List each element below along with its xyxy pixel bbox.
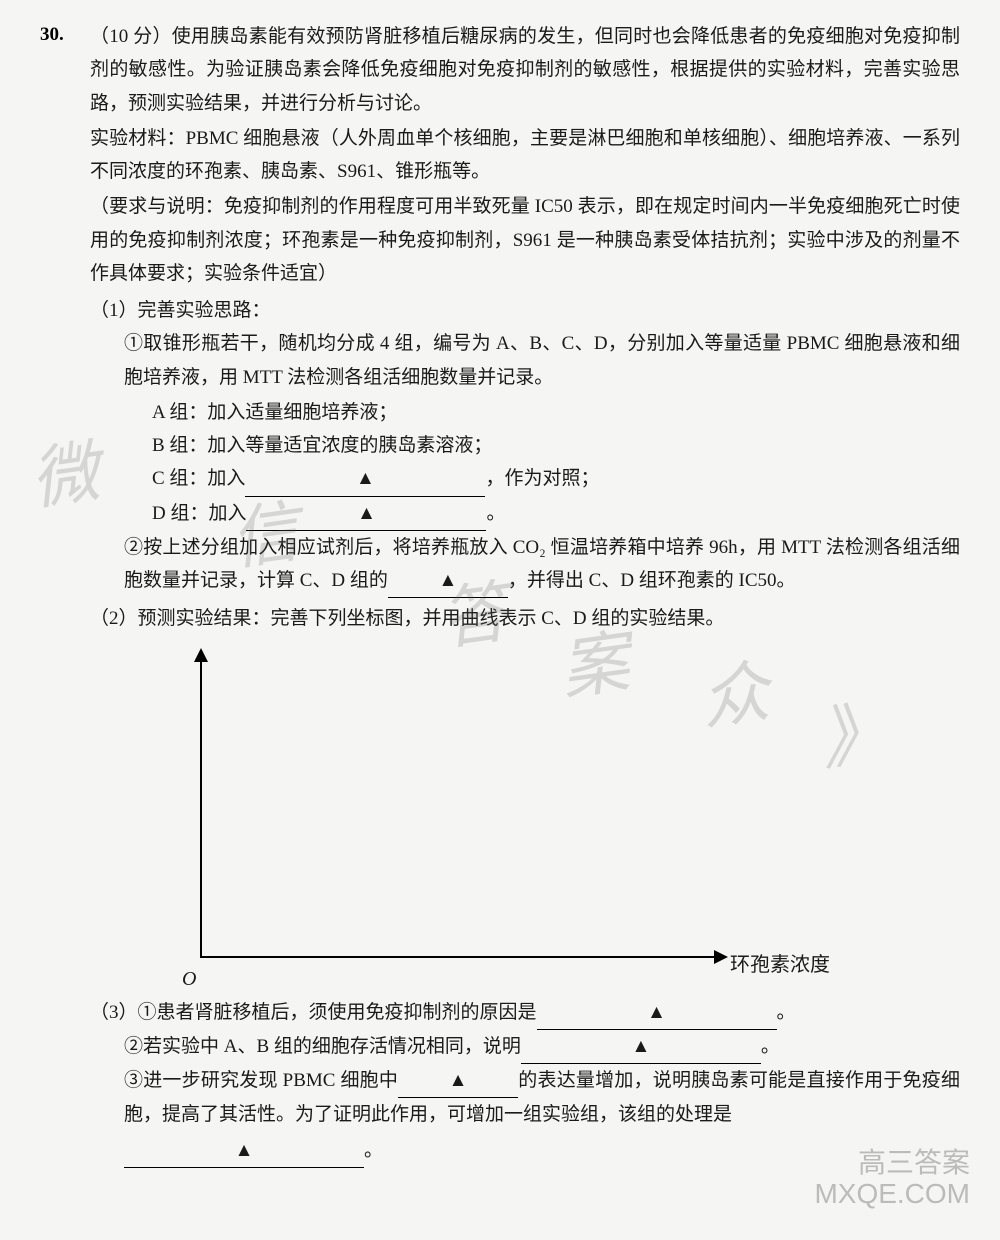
group-c-pre: C 组：加入 <box>152 468 245 489</box>
q3b-post: 。 <box>761 1036 780 1057</box>
blank-3c2[interactable]: ▲ <box>124 1134 364 1168</box>
requirements-text: （要求与说明：免疫抑制剂的作用程度可用半致死量 IC50 表示，即在规定时间内一… <box>90 190 960 290</box>
triangle-icon: ▲ <box>357 503 376 524</box>
q3c-pre: ③进一步研究发现 PBMC 细胞中 <box>124 1070 398 1091</box>
blank-c[interactable]: ▲ <box>245 462 485 496</box>
triangle-icon: ▲ <box>356 468 375 489</box>
blank-3c1[interactable]: ▲ <box>398 1064 518 1098</box>
blank-3b[interactable]: ▲ <box>521 1030 761 1064</box>
y-axis-arrow-icon <box>194 648 208 662</box>
bottom-wm-line: 高三答案 <box>814 1148 970 1179</box>
part-1-label: （1）完善实验思路： <box>90 294 960 327</box>
q3c-post: 。 <box>364 1140 383 1161</box>
q3a-pre: （3）①患者肾脏移植后，须使用免疫抑制剂的原因是 <box>90 1002 537 1023</box>
x-axis-arrow-icon <box>714 950 728 964</box>
group-c-post: ，作为对照； <box>485 468 599 489</box>
triangle-icon: ▲ <box>439 570 458 591</box>
points-label: （10 分） <box>90 26 172 47</box>
step2-post: ，并得出 C、D 组环孢素的 IC50。 <box>508 570 796 591</box>
triangle-icon: ▲ <box>647 1002 666 1023</box>
materials-text: 实验材料：PBMC 细胞悬液（人外周血单个核细胞，主要是淋巴细胞和单核细胞）、细… <box>90 122 960 189</box>
question-number: 30. <box>40 24 64 46</box>
group-c: C 组：加入 ▲ ，作为对照； <box>152 462 960 496</box>
part-3c: ③进一步研究发现 PBMC 细胞中▲的表达量增加，说明胰岛素可能是直接作用于免疫… <box>124 1064 960 1132</box>
part-3a: （3）①患者肾脏移植后，须使用免疫抑制剂的原因是 ▲ 。 <box>90 996 960 1030</box>
group-b: B 组：加入等量适宜浓度的胰岛素溶液； <box>152 429 960 462</box>
q3b-pre: ②若实验中 A、B 组的细胞存活情况相同，说明 <box>124 1036 521 1057</box>
triangle-icon: ▲ <box>632 1036 651 1057</box>
chart-placeholder: O 环孢素浓度 <box>170 656 820 986</box>
group-d: D 组：加入 ▲ 。 <box>152 497 960 531</box>
question-body: （10 分）使用胰岛素能有效预防肾脏移植后糖尿病的发生，但同时也会降低患者的免疫… <box>90 20 960 1168</box>
step-1: ①取锥形瓶若干，随机均分成 4 组，编号为 A、B、C、D，分别加入等量适量 P… <box>124 327 960 394</box>
q3a-post: 。 <box>777 1002 796 1023</box>
part-2-label: （2）预测实验结果：完善下列坐标图，并用曲线表示 C、D 组的实验结果。 <box>90 602 960 635</box>
origin-label: O <box>182 962 196 997</box>
question-intro: （10 分）使用胰岛素能有效预防肾脏移植后糖尿病的发生，但同时也会降低患者的免疫… <box>90 20 960 120</box>
intro-text: 使用胰岛素能有效预防肾脏移植后糖尿病的发生，但同时也会降低患者的免疫细胞对免疫抑… <box>90 26 960 114</box>
group-d-post: 。 <box>486 503 505 524</box>
blank-3a[interactable]: ▲ <box>537 996 777 1030</box>
group-d-pre: D 组：加入 <box>152 503 246 524</box>
group-a: A 组：加入适量细胞培养液； <box>152 396 960 429</box>
x-axis-label: 环孢素浓度 <box>730 948 830 983</box>
part-3b: ②若实验中 A、B 组的细胞存活情况相同，说明 ▲ 。 <box>124 1030 960 1064</box>
triangle-icon: ▲ <box>235 1140 254 1161</box>
y-axis-line <box>200 656 202 956</box>
bottom-watermark: 高三答案 MXQE.COM <box>814 1148 970 1210</box>
step-2: ②按上述分组加入相应试剂后，将培养瓶放入 CO₂ 恒温培养箱中培养 96h，用 … <box>124 531 960 599</box>
bottom-wm-line: MXQE.COM <box>814 1179 970 1210</box>
triangle-icon: ▲ <box>449 1070 468 1091</box>
blank-step2[interactable]: ▲ <box>388 564 508 598</box>
x-axis-line <box>200 956 720 958</box>
blank-d[interactable]: ▲ <box>246 497 486 531</box>
